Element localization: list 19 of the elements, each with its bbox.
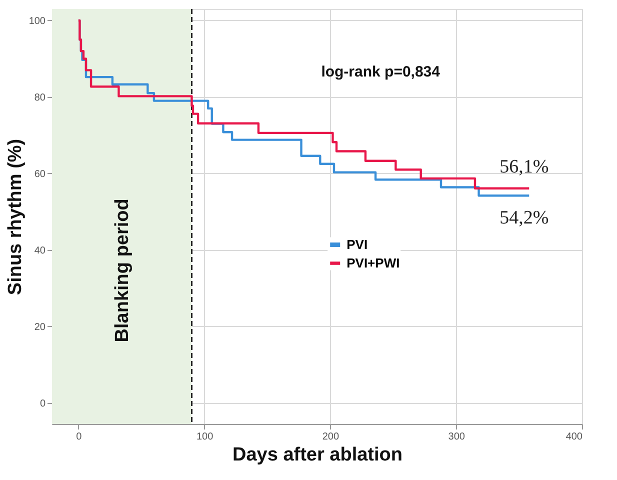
x-axis-title: Days after ablation — [232, 444, 402, 466]
band-label: Blanking period — [112, 198, 133, 342]
y-tick-label: 20 — [34, 322, 46, 333]
y-tick-label: 0 — [40, 398, 46, 410]
x-tick-label: 100 — [196, 432, 214, 442]
y-tick-label: 80 — [34, 92, 46, 104]
x-tick-label: 300 — [448, 432, 466, 442]
y-tick-label: 100 — [28, 16, 46, 27]
x-tick-label: 200 — [322, 432, 340, 442]
y-axis-title: Sinus rhythm (%) — [4, 138, 26, 296]
annotation: log-rank p=0,834 — [321, 63, 441, 80]
y-tick-label: 60 — [34, 168, 46, 180]
annotation: 54,2% — [500, 208, 549, 229]
y-tick-label: 40 — [34, 245, 46, 256]
legend-label: PVI+PWI — [346, 255, 400, 270]
legend-label: PVI — [346, 236, 368, 252]
x-tick-label: 400 — [566, 432, 583, 442]
annotation: 56,1% — [500, 156, 549, 178]
x-tick-label: 0 — [76, 432, 82, 442]
